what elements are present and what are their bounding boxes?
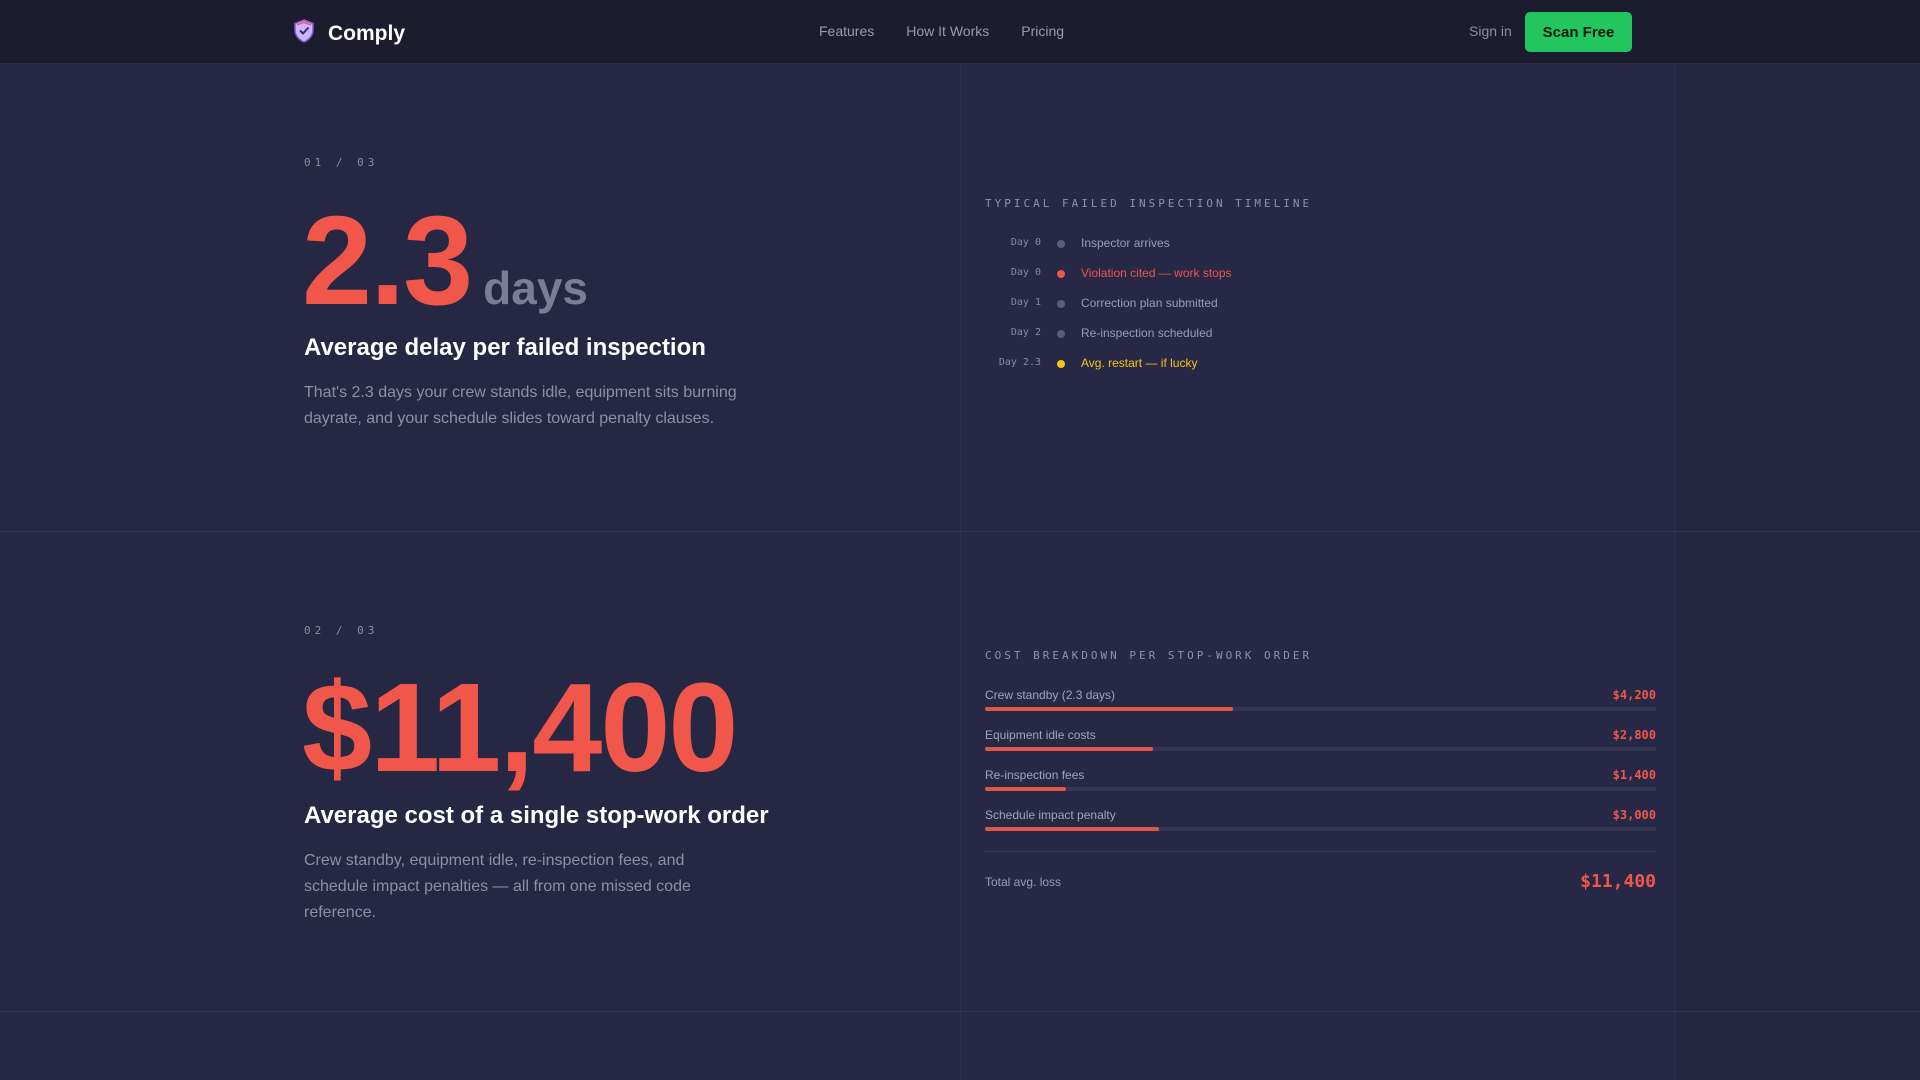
timeline-day: Day 0 (1010, 237, 1041, 248)
nav-link-how-it-works[interactable]: How It Works (906, 23, 990, 39)
cost-bar-fill (985, 707, 1233, 711)
cost-item-value: $1,400 (1612, 768, 1656, 782)
brand[interactable]: Comply (293, 19, 405, 48)
timeline-dot-icon (1057, 270, 1065, 278)
timeline-item: Day 0 Violation cited — work stops (985, 264, 1385, 284)
timeline-text: Inspector arrives (1081, 236, 1170, 250)
stat-counter: 01 / 03 (304, 156, 379, 169)
cost-item-name: Crew standby (2.3 days) (985, 688, 1116, 702)
cost-bar-fill (985, 787, 1066, 791)
timeline-item: Day 0 Inspector arrives (985, 234, 1385, 254)
stat-counter: 02 / 03 (304, 624, 379, 637)
timeline-day: Day 1 (1010, 297, 1041, 308)
cost-bar-track (985, 707, 1656, 711)
cost-item-value: $2,800 (1612, 728, 1656, 742)
stat-description-line: dayrate, and your schedule slides toward… (304, 410, 715, 427)
stat-description-line: schedule impact penalties — all from one… (304, 878, 691, 895)
cost-item-name: Schedule impact penalty (985, 808, 1116, 822)
stat-value: 2.3 days (302, 198, 588, 324)
timeline-text: Violation cited — work stops (1081, 266, 1232, 280)
brand-name: Comply (328, 21, 406, 45)
section-divider (0, 531, 1920, 532)
cost-bar-track (985, 827, 1656, 831)
cost-bar-fill (985, 747, 1153, 751)
timeline-dot-icon (1057, 240, 1065, 248)
cost-item-name: Equipment idle costs (985, 728, 1096, 742)
cost-item: Re-inspection fees $1,400 (985, 768, 1656, 798)
cost-item-value: $4,200 (1612, 688, 1656, 702)
top-navbar: Comply Features How It Works Pricing Sig… (0, 0, 1920, 64)
timeline-label: TYPICAL FAILED INSPECTION TIMELINE (985, 197, 1313, 210)
scan-free-button[interactable]: Scan Free (1525, 12, 1632, 52)
timeline-day: Day 2 (1010, 327, 1041, 338)
cost-item: Crew standby (2.3 days) $4,200 (985, 688, 1656, 718)
stat-description-line: Crew standby, equipment idle, re-inspect… (304, 852, 685, 869)
timeline-dot-icon (1057, 330, 1065, 338)
nav-links: Features How It Works Pricing (819, 23, 1096, 39)
right-column-bg (960, 64, 1675, 1080)
section-divider (0, 1011, 1920, 1012)
total-value: $11,400 (1580, 871, 1656, 892)
cost-bar-fill (985, 827, 1159, 831)
timeline-day: Day 2.3 (998, 357, 1041, 368)
stat-title: Average delay per failed inspection (304, 334, 706, 361)
stat-description: That's 2.3 days your crew stands idle, e… (304, 380, 737, 432)
right-edge-bg (1675, 64, 1920, 1080)
sign-in-link[interactable]: Sign in (1469, 23, 1512, 39)
cost-bar-track (985, 787, 1656, 791)
timeline-dot-icon (1057, 300, 1065, 308)
stat-description: Crew standby, equipment idle, re-inspect… (304, 848, 691, 926)
total-label: Total avg. loss (985, 875, 1062, 889)
stat-title: Average cost of a single stop-work order (304, 802, 769, 829)
cost-item: Schedule impact penalty $3,000 (985, 808, 1656, 838)
timeline-day: Day 0 (1010, 267, 1041, 278)
cost-item: Equipment idle costs $2,800 (985, 728, 1656, 758)
timeline-item: Day 1 Correction plan submitted (985, 294, 1385, 314)
timeline-text: Correction plan submitted (1081, 296, 1218, 310)
timeline-text: Re-inspection scheduled (1081, 326, 1213, 340)
timeline-item: Day 2.3 Avg. restart — if lucky (985, 354, 1385, 374)
timeline-text: Avg. restart — if lucky (1081, 356, 1198, 370)
stat-value-number: 2.3 (302, 190, 473, 331)
total-divider (985, 851, 1656, 852)
cost-breakdown-label: COST BREAKDOWN PER STOP-WORK ORDER (985, 649, 1313, 662)
nav-link-features[interactable]: Features (819, 23, 875, 39)
timeline-dot-icon (1057, 360, 1065, 368)
cost-item-value: $3,000 (1612, 808, 1656, 822)
shield-logo-icon (293, 19, 315, 48)
stat-description-line: That's 2.3 days your crew stands idle, e… (304, 384, 737, 401)
stat-value-unit: days (483, 262, 589, 314)
cost-item-name: Re-inspection fees (985, 768, 1085, 782)
nav-link-pricing[interactable]: Pricing (1021, 23, 1065, 39)
cost-bar-track (985, 747, 1656, 751)
stat-value: $11,400 (302, 657, 739, 798)
stat-description-line: reference. (304, 904, 377, 921)
timeline-item: Day 2 Re-inspection scheduled (985, 324, 1385, 344)
